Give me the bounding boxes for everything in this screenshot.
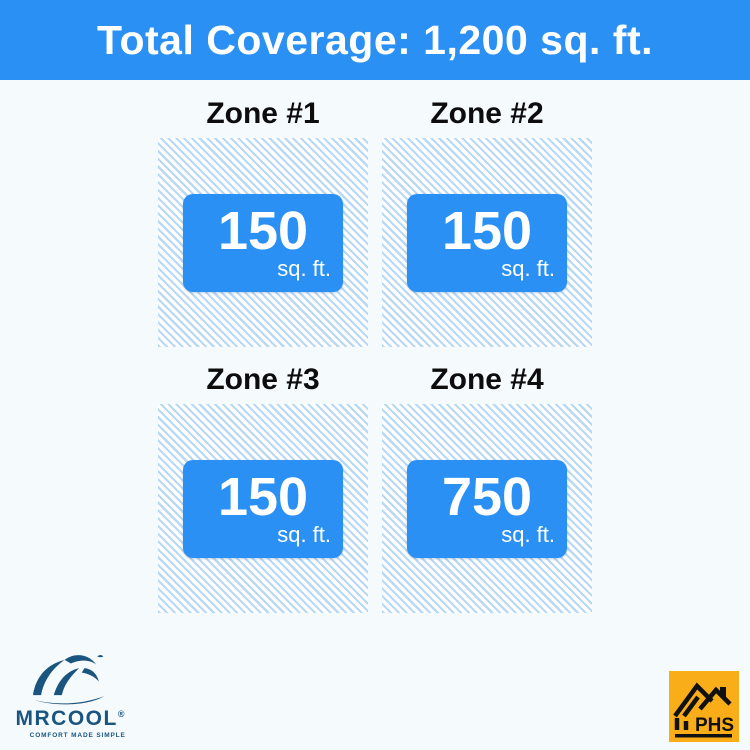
coverage-value: 750 — [441, 466, 533, 527]
coverage-unit: sq. ft. — [277, 521, 331, 547]
zone-card-3: Zone #3 150 sq. ft. — [158, 363, 368, 613]
zone-title: Zone #4 — [430, 363, 544, 396]
coverage-value: 150 — [217, 200, 309, 261]
coverage-badge: 150 sq. ft. — [183, 459, 343, 558]
zones-grid: Zone #1 150 sq. ft. Zone #2 150 sq. ft. … — [0, 80, 750, 613]
coverage-badge: 150 sq. ft. — [183, 193, 343, 292]
house-roof-icon: PHS — [669, 671, 739, 742]
phs-label-text: PHS — [695, 715, 734, 736]
mrcool-wordmark: MRCOOL® — [14, 708, 126, 729]
zone-title: Zone #1 — [206, 97, 320, 130]
mrcool-brand-text: MRCOOL — [15, 707, 118, 730]
mrcool-logo: MRCOOL® COMFORT MADE SIMPLE — [14, 650, 126, 741]
coverage-unit: sq. ft. — [501, 521, 555, 547]
zone-coverage-area: 150 sq. ft. — [382, 138, 592, 347]
coverage-value: 150 — [441, 200, 533, 261]
coverage-unit: sq. ft. — [277, 255, 331, 281]
registered-trademark-symbol: ® — [117, 709, 125, 719]
total-coverage-title: Total Coverage: 1,200 sq. ft. — [96, 16, 653, 63]
zone-title: Zone #3 — [206, 363, 320, 396]
zone-card-1: Zone #1 150 sq. ft. — [158, 97, 368, 347]
zone-title: Zone #2 — [430, 97, 544, 130]
zone-coverage-area: 150 sq. ft. — [158, 404, 368, 613]
zone-coverage-area: 150 sq. ft. — [158, 138, 368, 347]
coverage-value: 150 — [217, 466, 309, 527]
header-banner: Total Coverage: 1,200 sq. ft. — [0, 0, 750, 80]
polar-bear-icon — [32, 654, 105, 705]
zone-card-4: Zone #4 750 sq. ft. — [382, 363, 592, 613]
phs-logo: PHS — [669, 671, 739, 742]
zone-card-2: Zone #2 150 sq. ft. — [382, 97, 592, 347]
mrcool-tagline: COMFORT MADE SIMPLE — [29, 731, 126, 739]
zone-coverage-area: 750 sq. ft. — [382, 404, 592, 613]
coverage-badge: 750 sq. ft. — [407, 459, 567, 558]
coverage-unit: sq. ft. — [501, 255, 555, 281]
coverage-badge: 150 sq. ft. — [407, 193, 567, 292]
